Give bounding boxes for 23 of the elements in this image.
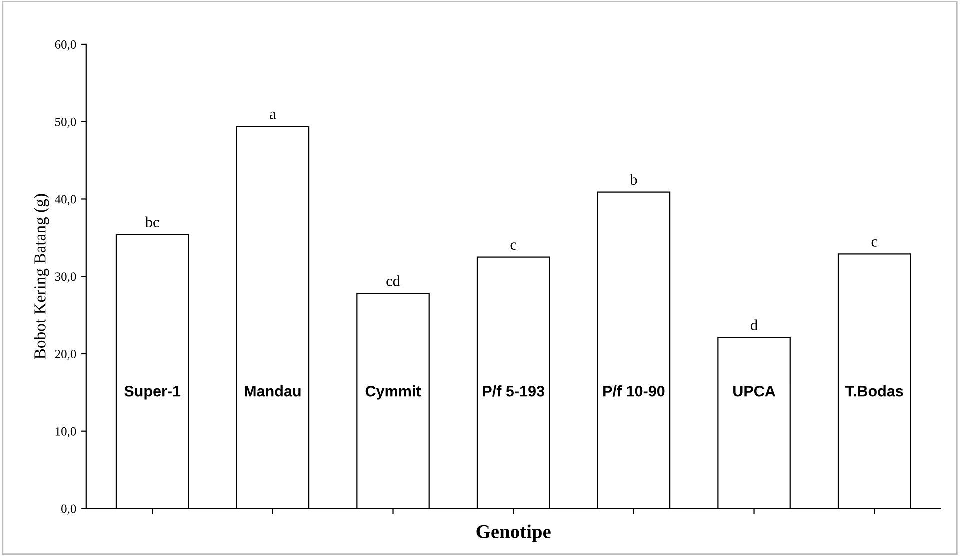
x-axis-title: Genotipe: [476, 524, 551, 542]
x-tick-label: P/f 10-90: [604, 386, 665, 397]
x-tick-label: P/f 5-193: [483, 386, 544, 397]
annotation: a: [270, 112, 276, 120]
y-axis-title: Bobot Kering Batang (g): [34, 194, 50, 360]
y-tick-label: 50,0: [56, 118, 76, 128]
x-tick-label: Cymmit: [366, 386, 422, 400]
annotation: b: [630, 174, 638, 185]
annotation: bc: [145, 216, 160, 228]
y-tick-label: 40,0: [55, 195, 76, 206]
annotation: d: [751, 320, 758, 330]
x-tick-label: T.Bodas: [846, 386, 904, 397]
y-tick-label: 60,0: [55, 40, 76, 51]
y-tick-label: 0,0: [62, 504, 76, 515]
x-tick-label: Mandau: [245, 386, 301, 397]
y-tick-label: 20,0: [55, 350, 76, 360]
y-tick-label: 30,0: [55, 272, 76, 283]
annotation: c: [510, 242, 517, 250]
x-tick-label: UPCA: [734, 386, 776, 397]
y-tick-label: 10,0: [56, 427, 76, 438]
x-tick-label: Super-1: [124, 386, 181, 400]
annotation: c: [872, 240, 878, 247]
annotation: cd: [386, 276, 400, 286]
